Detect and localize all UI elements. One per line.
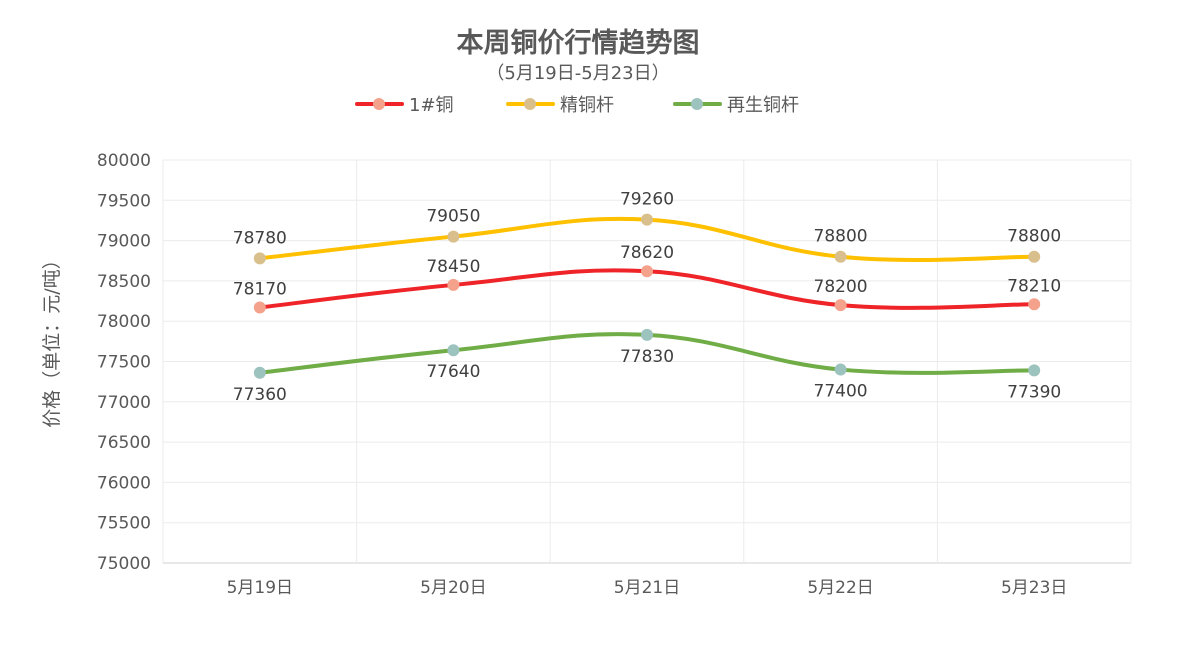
legend-label: 1#铜 bbox=[409, 95, 454, 116]
x-tick-label: 5月23日 bbox=[1001, 578, 1067, 598]
data-point bbox=[641, 265, 653, 278]
y-tick-label: 79500 bbox=[97, 191, 151, 211]
series-group: 78170 78450 78620 78200 78210 78780 79050 79260… bbox=[233, 190, 1061, 405]
legend-marker bbox=[691, 98, 703, 110]
y-tick-label: 76000 bbox=[97, 473, 151, 493]
data-point bbox=[447, 230, 460, 243]
data-point bbox=[641, 328, 653, 341]
grid bbox=[162, 159, 1132, 564]
y-tick-label: 77500 bbox=[97, 353, 151, 373]
data-point bbox=[1028, 250, 1041, 263]
data-label: 78200 bbox=[814, 277, 868, 297]
data-label: 77360 bbox=[233, 385, 287, 405]
x-tick-label: 5月22日 bbox=[807, 578, 873, 598]
legend-label: 精铜杆 bbox=[560, 95, 614, 116]
series-3: 77360 77640 77830 77400 77390 bbox=[233, 328, 1061, 405]
x-tick-label: 5月19日 bbox=[227, 578, 293, 598]
data-label: 78780 bbox=[233, 228, 287, 248]
data-label: 78800 bbox=[814, 227, 868, 247]
series-2: 78780 79050 79260 78800 78800 bbox=[233, 190, 1061, 265]
data-point bbox=[641, 213, 653, 226]
data-point bbox=[1028, 298, 1041, 311]
y-axis-label: 价格（单位：元/吨） bbox=[41, 250, 63, 427]
y-tick-label: 77000 bbox=[97, 393, 151, 413]
y-tick-label: 80000 bbox=[97, 151, 151, 171]
data-point bbox=[447, 344, 460, 357]
data-point bbox=[1028, 364, 1041, 377]
data-label: 78170 bbox=[233, 279, 287, 299]
y-tick-label: 76500 bbox=[97, 433, 151, 453]
data-label: 77640 bbox=[426, 362, 480, 382]
data-point bbox=[834, 299, 847, 312]
data-label: 78800 bbox=[1007, 227, 1061, 247]
data-point bbox=[447, 278, 460, 291]
data-point bbox=[834, 363, 847, 376]
y-tick-label: 78000 bbox=[97, 312, 151, 332]
y-tick-label: 75000 bbox=[97, 554, 151, 574]
y-axis-ticks: 75000 75500 76000 76500 77000 77500 78000 78500… bbox=[97, 151, 151, 574]
legend-label: 再生铜杆 bbox=[727, 95, 799, 116]
chart-subtitle: （5月19日-5月23日） bbox=[486, 63, 669, 84]
data-label: 78450 bbox=[426, 257, 480, 277]
y-tick-label: 75500 bbox=[97, 514, 151, 534]
legend-marker bbox=[524, 98, 536, 110]
data-label: 79050 bbox=[426, 207, 480, 227]
series-1: 78170 78450 78620 78200 78210 bbox=[233, 243, 1061, 314]
x-axis-ticks: 5月19日 5月20日 5月21日 5月22日 5月23日 bbox=[227, 578, 1068, 598]
data-label: 77400 bbox=[814, 382, 868, 402]
y-tick-label: 78500 bbox=[97, 272, 151, 292]
data-label: 78210 bbox=[1007, 276, 1061, 296]
data-point bbox=[253, 366, 266, 379]
legend: 1#铜 精铜杆 再生铜杆 bbox=[355, 95, 799, 116]
x-tick-label: 5月20日 bbox=[420, 578, 486, 598]
chart-title: 本周铜价行情趋势图 bbox=[457, 27, 700, 59]
y-tick-label: 79000 bbox=[97, 232, 151, 252]
data-point bbox=[834, 250, 847, 263]
legend-marker bbox=[373, 98, 385, 110]
data-label: 78620 bbox=[620, 243, 674, 263]
data-label: 77830 bbox=[620, 347, 674, 367]
data-label: 77390 bbox=[1007, 382, 1061, 402]
data-point bbox=[253, 252, 266, 265]
x-tick-label: 5月21日 bbox=[614, 578, 680, 598]
data-label: 79260 bbox=[620, 190, 674, 210]
data-point bbox=[253, 301, 266, 314]
